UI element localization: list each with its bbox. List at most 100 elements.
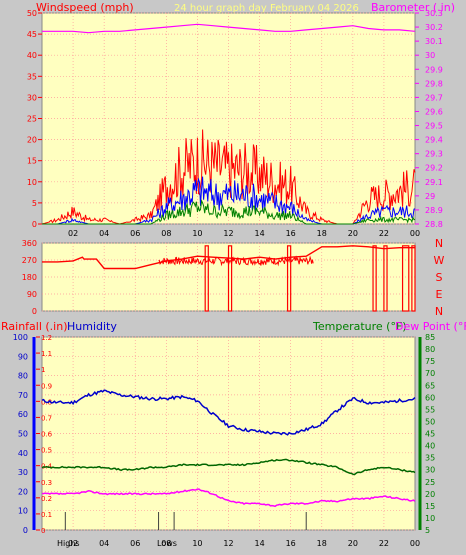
wind-direction-drop: [411, 245, 416, 312]
windspeed-tick-label: 35: [27, 72, 37, 81]
humidity-tick-label: 100: [13, 333, 28, 342]
temperature-line: [41, 458, 416, 476]
humidity-axis: 0 10 20 30 40 50 60 70 80 90 100: [13, 333, 36, 535]
lows-label: Lows: [157, 539, 177, 548]
humidity-tick-label: 80: [18, 372, 28, 381]
temperature-tick-label: 45: [425, 430, 435, 439]
time-tick-label: 10: [192, 229, 202, 238]
temperature-tick-label: 40: [425, 442, 435, 451]
rain-humidity-series: [41, 389, 416, 530]
rain-humidity-time-axis: 02 04 06 08 10 12 14 16 18 20 22 00: [68, 539, 420, 548]
humidity-tick-label: 30: [18, 468, 28, 477]
rainfall-tick-label: 1: [41, 366, 45, 374]
wind-direction-drop: [383, 245, 388, 312]
time-tick-label: 08: [161, 229, 171, 238]
rainfall-tick-label: 1.1: [41, 350, 52, 358]
rainfall-tick-label: 0.6: [41, 431, 53, 439]
dewpoint-axis-label: Dew Point (°F): [395, 320, 466, 333]
wind-direction-drop: [227, 245, 233, 312]
temperature-tick-label: 10: [425, 514, 435, 523]
direction-degree-label: 360: [22, 239, 37, 248]
temperature-tick-label: 85: [425, 333, 435, 342]
humidity-tick-label: 0: [23, 526, 28, 535]
time-tick-label: 04: [99, 539, 109, 548]
humidity-tick-label: 90: [18, 352, 28, 361]
rainfall-tick-label: 0.3: [41, 479, 52, 487]
barometer-axis: 28.8 28.9 29 29.1 29.2 29.3 29.4 29.5 29.6 29.7 29…: [415, 9, 443, 229]
temperature-tick-label: 15: [425, 502, 435, 511]
rainfall-tick-label: 0.7: [41, 414, 52, 422]
graph-title: 24 hour graph day February 04 2026: [174, 3, 359, 14]
time-tick-label: 04: [99, 229, 109, 238]
barometer-axis-label: Barometer (.in): [371, 1, 455, 14]
dewpoint-line: [41, 488, 416, 508]
barometer-tick-label: 29.4: [425, 136, 443, 145]
time-tick-label: 06: [130, 539, 140, 548]
humidity-line: [41, 389, 416, 436]
time-tick-label: 02: [68, 539, 78, 548]
time-tick-label: 02: [68, 229, 78, 238]
time-tick-label: 08: [161, 539, 171, 548]
compass-label: N: [435, 305, 443, 318]
wind-low-line: [42, 199, 416, 225]
time-tick-label: 20: [348, 539, 358, 548]
temperature-tick-label: 35: [425, 454, 435, 463]
time-tick-label: 22: [379, 539, 389, 548]
temperature-tick-label: 65: [425, 381, 435, 390]
time-tick-label: 14: [254, 229, 264, 238]
rainfall-tick-label: 0: [41, 527, 45, 535]
barometer-tick-label: 29.5: [425, 122, 443, 131]
humidity-tick-label: 70: [18, 391, 28, 400]
wind-direction-drop: [401, 245, 410, 312]
time-tick-label: 12: [223, 229, 233, 238]
humidity-tick-label: 20: [18, 487, 28, 496]
wind-direction-drop: [286, 245, 292, 312]
barometer-tick-label: 29.6: [425, 107, 443, 116]
compass-label: N: [435, 237, 443, 250]
barometer-tick-label: 29.8: [425, 79, 443, 88]
temperature-axis: 5 10 15 20 25 30 35 40 45 50 55 60 65 70 75 80 85: [418, 333, 435, 535]
temperature-axis-label: Temperature (°F): [312, 320, 407, 333]
rainfall-tick-label: 0.1: [41, 511, 52, 519]
time-tick-label: 20: [348, 229, 358, 238]
windspeed-tick-label: 50: [27, 9, 37, 18]
temperature-tick-label: 25: [425, 478, 435, 487]
direction-degree-label: 270: [22, 256, 37, 265]
temperature-tick-label: 30: [425, 466, 435, 475]
humidity-tick-label: 40: [18, 449, 28, 458]
barometer-tick-label: 29.9: [425, 65, 443, 74]
highs-label: Highs: [57, 539, 80, 548]
wind-direction-drop: [204, 245, 209, 312]
rainfall-tick-label: 0.9: [41, 382, 52, 390]
humidity-tick-label: 10: [18, 507, 28, 516]
time-tick-label: 00: [410, 229, 420, 238]
time-tick-label: 18: [317, 539, 327, 548]
barometer-tick-label: 30.3: [425, 9, 443, 18]
barometer-tick-label: 29.1: [425, 178, 443, 187]
humidity-tick-label: 60: [18, 410, 28, 419]
barometer-tick-label: 30: [425, 51, 435, 60]
windspeed-tick-label: 5: [32, 199, 37, 208]
time-tick-label: 16: [286, 539, 296, 548]
time-tick-label: 10: [192, 539, 202, 548]
rainfall-tick-label: 0.5: [41, 447, 52, 455]
time-tick-label: 06: [130, 229, 140, 238]
compass-label: E: [436, 288, 443, 301]
windspeed-axis-label: Windspeed (mph): [36, 1, 134, 14]
temperature-tick-label: 60: [425, 393, 435, 402]
barometer-line: [42, 23, 416, 34]
windspeed-tick-label: 40: [27, 51, 37, 60]
rainfall-tick-label: 0.2: [41, 495, 52, 503]
direction-degree-label: 0: [32, 307, 37, 316]
windspeed-axis: 0 5 10 15 20 25 30 35 40 45 50: [27, 9, 42, 229]
barometer-tick-label: 29: [425, 192, 435, 201]
temperature-tick-label: 5: [425, 526, 430, 535]
windspeed-tick-label: 20: [27, 136, 37, 145]
temperature-tick-label: 80: [425, 345, 435, 354]
compass-label: W: [434, 254, 445, 267]
temperature-tick-label: 55: [425, 405, 435, 414]
barometer-tick-label: 29.2: [425, 164, 443, 173]
time-tick-label: 12: [223, 539, 233, 548]
